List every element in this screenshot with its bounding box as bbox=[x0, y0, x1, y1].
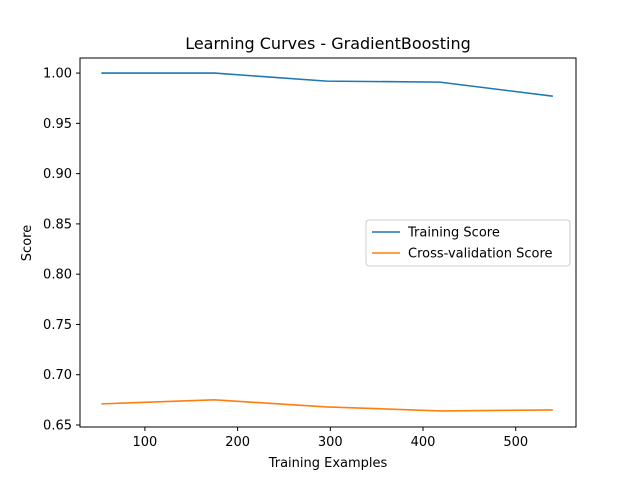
x-tick-label: 100 bbox=[132, 435, 157, 450]
y-tick-label: 0.90 bbox=[43, 167, 72, 182]
legend: Training Score Cross-validation Score bbox=[365, 219, 571, 267]
series-line-0 bbox=[101, 72, 553, 98]
x-tick-label: 500 bbox=[503, 435, 528, 450]
legend-entry-label: Cross-validation Score bbox=[408, 247, 553, 262]
y-tick-label: 1.00 bbox=[43, 67, 72, 82]
legend-box bbox=[365, 219, 571, 267]
y-tick-label: 0.65 bbox=[43, 418, 72, 433]
x-tick-label: 300 bbox=[318, 435, 343, 450]
y-tick-label: 0.95 bbox=[43, 117, 72, 132]
x-tick-label: 200 bbox=[225, 435, 250, 450]
legend-entry-label: Training Score bbox=[407, 226, 500, 241]
x-axis-label: Training Examples bbox=[268, 456, 388, 471]
y-axis: 0.65 0.70 0.75 0.80 0.85 0.90 0.95 1.00 bbox=[43, 67, 80, 433]
series-lines bbox=[101, 72, 553, 412]
y-tick-label: 0.75 bbox=[43, 318, 72, 333]
x-tick-label: 400 bbox=[411, 435, 436, 450]
y-tick-label: 0.70 bbox=[43, 368, 72, 383]
x-axis: 100 200 300 400 500 bbox=[132, 427, 528, 450]
y-tick-label: 0.80 bbox=[43, 268, 72, 283]
chart-title: Learning Curves - GradientBoosting bbox=[185, 34, 471, 53]
series-line-1 bbox=[101, 399, 553, 412]
plot-area bbox=[79, 57, 577, 428]
y-tick-label: 0.85 bbox=[43, 217, 72, 232]
plot-frame bbox=[79, 57, 577, 428]
y-axis-label: Score bbox=[20, 225, 35, 261]
